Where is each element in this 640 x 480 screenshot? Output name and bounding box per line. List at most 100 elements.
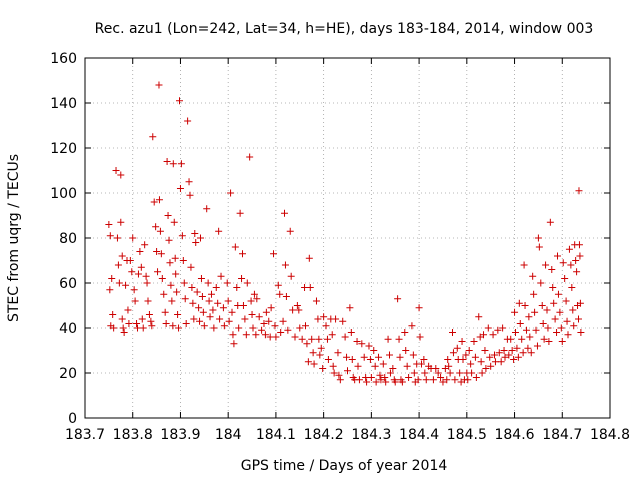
data-point <box>106 286 114 294</box>
data-point <box>511 308 519 316</box>
data-point <box>215 227 223 235</box>
data-point <box>289 306 297 314</box>
data-point <box>556 308 564 316</box>
data-point <box>199 308 207 316</box>
data-point <box>372 378 380 386</box>
data-point <box>191 230 199 237</box>
data-point <box>274 281 282 289</box>
data-point <box>381 374 389 381</box>
data-point <box>217 272 225 280</box>
data-point <box>293 302 301 309</box>
data-point <box>158 275 166 282</box>
data-point <box>219 304 227 312</box>
data-point <box>346 304 354 312</box>
data-point <box>495 349 503 357</box>
data-point <box>118 252 126 260</box>
data-point <box>405 374 413 381</box>
data-point <box>569 306 577 314</box>
data-point <box>429 376 437 384</box>
data-point <box>573 268 581 276</box>
data-point <box>150 198 158 206</box>
data-point <box>330 369 338 377</box>
data-point <box>526 333 534 341</box>
data-point <box>465 347 473 354</box>
data-point <box>189 299 197 307</box>
data-point <box>316 351 324 359</box>
data-point <box>563 317 571 325</box>
data-point <box>239 250 246 258</box>
data-point <box>481 347 489 354</box>
data-point <box>514 353 522 361</box>
data-point <box>246 153 254 161</box>
data-point <box>170 218 178 226</box>
data-point <box>180 279 188 287</box>
data-point <box>314 315 322 323</box>
data-point <box>286 227 294 235</box>
data-point <box>249 324 257 332</box>
data-point <box>142 272 150 280</box>
data-point <box>312 297 320 305</box>
data-point <box>395 335 403 343</box>
data-point <box>119 324 127 332</box>
data-point <box>531 308 539 316</box>
data-point <box>320 313 328 321</box>
data-point <box>409 351 417 359</box>
data-point <box>242 331 250 339</box>
data-point <box>471 353 479 361</box>
data-point <box>279 317 287 325</box>
data-point <box>224 297 232 305</box>
data-point <box>559 259 567 267</box>
data-point <box>366 356 374 363</box>
data-point <box>449 349 457 357</box>
data-point <box>341 333 349 341</box>
data-point <box>115 279 123 287</box>
data-point <box>165 236 173 244</box>
data-point <box>282 293 290 300</box>
data-point <box>230 340 238 348</box>
data-point <box>255 313 263 321</box>
data-point <box>494 326 502 334</box>
data-point <box>205 297 213 305</box>
data-point <box>518 335 526 343</box>
data-point <box>339 317 347 325</box>
data-point <box>305 254 313 262</box>
data-point <box>355 376 363 384</box>
data-point <box>520 261 528 269</box>
data-point <box>231 243 239 251</box>
data-point <box>575 187 583 195</box>
data-point <box>491 351 498 359</box>
x-tick-label: 184.6 <box>494 427 534 443</box>
data-point <box>567 261 575 269</box>
data-point <box>394 295 402 303</box>
data-point <box>538 302 546 309</box>
data-point <box>296 324 304 332</box>
data-point <box>236 209 244 217</box>
data-point <box>401 329 409 336</box>
x-tick-label: 184.8 <box>590 427 630 443</box>
data-point <box>207 290 215 298</box>
data-point <box>214 299 222 307</box>
data-point <box>130 286 138 294</box>
x-tick-label: 184.4 <box>399 427 439 443</box>
data-point <box>176 97 183 105</box>
data-point <box>287 272 295 280</box>
data-point <box>472 374 480 381</box>
data-point <box>277 329 285 336</box>
data-point <box>118 315 126 323</box>
data-point <box>110 324 118 332</box>
data-point <box>309 349 317 357</box>
data-point <box>174 311 182 318</box>
data-point <box>317 344 325 352</box>
data-point <box>190 315 198 323</box>
data-point <box>577 329 585 336</box>
data-point <box>439 378 447 386</box>
grid <box>85 58 610 418</box>
data-point <box>131 297 139 305</box>
data-point <box>343 353 351 361</box>
y-tick-label: 20 <box>59 366 77 382</box>
data-point <box>169 322 177 330</box>
data-point <box>568 284 576 291</box>
data-point <box>133 320 141 327</box>
data-point <box>128 268 136 276</box>
data-point <box>139 324 147 332</box>
